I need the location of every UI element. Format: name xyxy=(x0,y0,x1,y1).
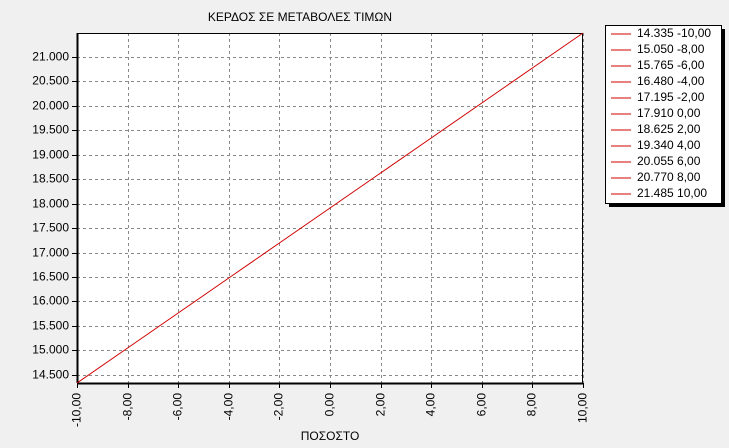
y-tick-label: 20.500 xyxy=(32,74,69,88)
x-tick-label: 10,00 xyxy=(576,393,590,423)
legend-label: 17.195 -2,00 xyxy=(637,90,705,104)
legend-label: 20.055 6,00 xyxy=(637,154,701,168)
x-tick-label: -10,00 xyxy=(70,393,84,427)
y-tick-label: 21.000 xyxy=(32,50,69,64)
y-tick-label: 15.500 xyxy=(32,319,69,333)
x-tick-label: 4,00 xyxy=(424,393,438,417)
y-tick-label: 17.000 xyxy=(32,246,69,260)
data-line xyxy=(76,32,584,384)
x-tick-label: -4,00 xyxy=(222,393,236,421)
x-tick-label: 0,00 xyxy=(323,393,337,417)
x-tick-label: -8,00 xyxy=(121,393,135,421)
y-tick-label: 19.500 xyxy=(32,123,69,137)
legend-label: 15.050 -8,00 xyxy=(637,42,705,56)
legend-label: 14.335 -10,00 xyxy=(637,26,711,40)
y-tick-label: 20.000 xyxy=(32,99,69,113)
x-axis-title: ΠΟΣΟΣΤΟ xyxy=(301,429,360,443)
y-tick-label: 14.500 xyxy=(32,368,69,382)
x-tick-label: -2,00 xyxy=(272,393,286,421)
x-tick-label: -6,00 xyxy=(171,393,185,421)
legend-label: 20.770 8,00 xyxy=(637,170,701,184)
y-tick-label: 18.000 xyxy=(32,197,69,211)
legend-label: 15.765 -6,00 xyxy=(637,58,705,72)
legend-label: 18.625 2,00 xyxy=(637,122,701,136)
legend-label: 16.480 -4,00 xyxy=(637,74,705,88)
y-tick-label: 19.000 xyxy=(32,148,69,162)
x-tick-label: 2,00 xyxy=(374,393,388,417)
y-tick-label: 16.500 xyxy=(32,270,69,284)
y-tick-label: 18.500 xyxy=(32,172,69,186)
chart-title: ΚΕΡΔΟΣ ΣΕ ΜΕΤΑΒΟΛΕΣ ΤΙΜΩΝ xyxy=(208,10,392,24)
y-tick-label: 15.000 xyxy=(32,343,69,357)
x-tick-label: 6,00 xyxy=(475,393,489,417)
y-tick-label: 16.000 xyxy=(32,294,69,308)
legend-label: 17.910 0,00 xyxy=(637,106,701,120)
legend-label: 21.485 10,00 xyxy=(637,186,707,200)
x-tick-label: 8,00 xyxy=(525,393,539,417)
y-tick-label: 17.500 xyxy=(32,221,69,235)
legend-label: 19.340 4,00 xyxy=(637,138,701,152)
